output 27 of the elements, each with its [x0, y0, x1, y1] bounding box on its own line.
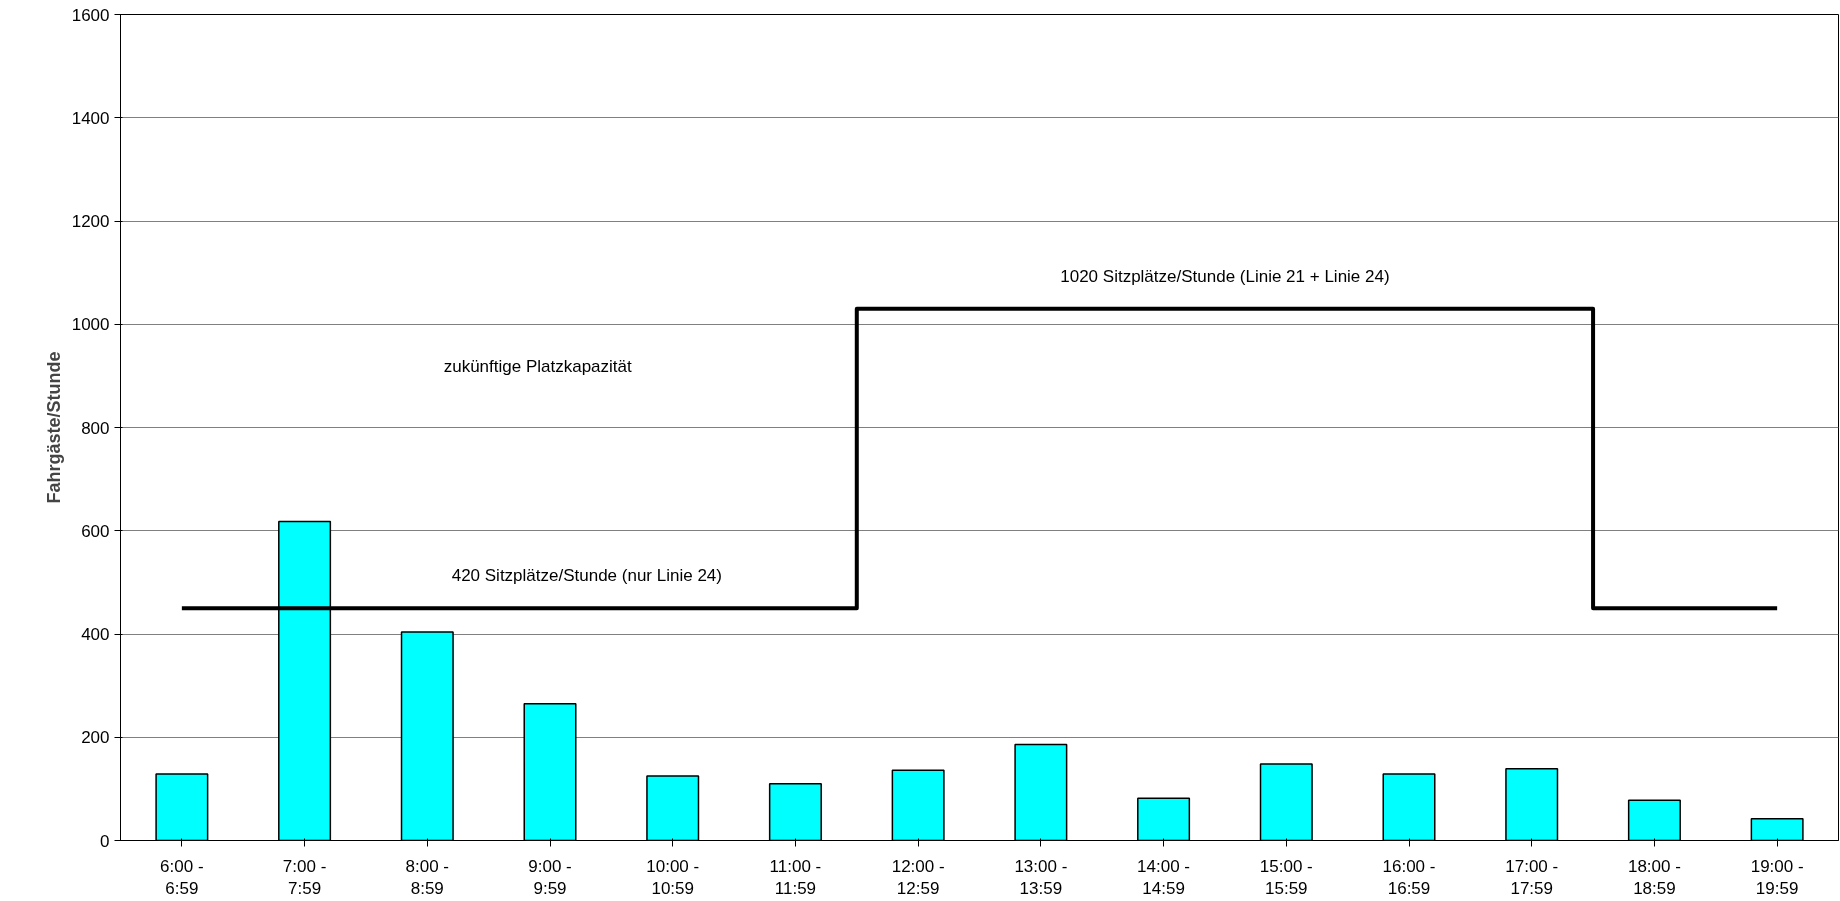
y-tick-label: 800 — [81, 418, 110, 438]
x-tick-label: 11:00 - 11:59 — [769, 856, 822, 899]
x-tick-label: 18:00 - 18:59 — [1627, 856, 1681, 899]
y-tick-label: 1000 — [71, 315, 110, 335]
annotation: 1020 Sitzplätze/Stunde (Linie 21 + Linie 24) — [1060, 266, 1390, 286]
x-tick-label: 8:00 - 8:59 — [405, 856, 450, 899]
x-tick-label: 12:00 - 12:59 — [891, 856, 945, 899]
y-tick-label: 1200 — [71, 212, 110, 231]
x-tick-label: 13:00 - 13:59 — [1014, 856, 1068, 899]
x-tick-label: 7:00 - 7:59 — [282, 856, 327, 899]
y-axis-title: Fahrgäste/Stunde — [43, 351, 64, 504]
x-tick-label: 10:00 - 10:59 — [646, 856, 700, 899]
y-tick-label: 200 — [81, 728, 110, 748]
y-tick-label: 400 — [81, 625, 110, 644]
annotation: zukünftige Platzkapazität — [443, 356, 633, 376]
x-tick-label: 6:00 - 6:59 — [160, 856, 204, 899]
annotation: 420 Sitzplätze/Stunde (nur Linie 24) — [451, 565, 722, 585]
x-tick-label: 17:00 - 17:59 — [1505, 856, 1559, 899]
x-tick-label: 16:00 - 16:59 — [1382, 856, 1436, 899]
y-tick-label: 0 — [100, 831, 110, 851]
y-tick-label: 1400 — [71, 108, 110, 128]
x-tick-label: 15:00 - 15:59 — [1259, 856, 1313, 899]
x-tick-label: 19:00 - 19:59 — [1750, 856, 1804, 899]
x-tick-label: 9:00 - 9:59 — [528, 856, 572, 899]
y-tick-label: 1600 — [71, 5, 110, 25]
y-tick-label: 600 — [81, 521, 110, 541]
x-tick-label: 14:00 - 14:59 — [1137, 856, 1191, 899]
